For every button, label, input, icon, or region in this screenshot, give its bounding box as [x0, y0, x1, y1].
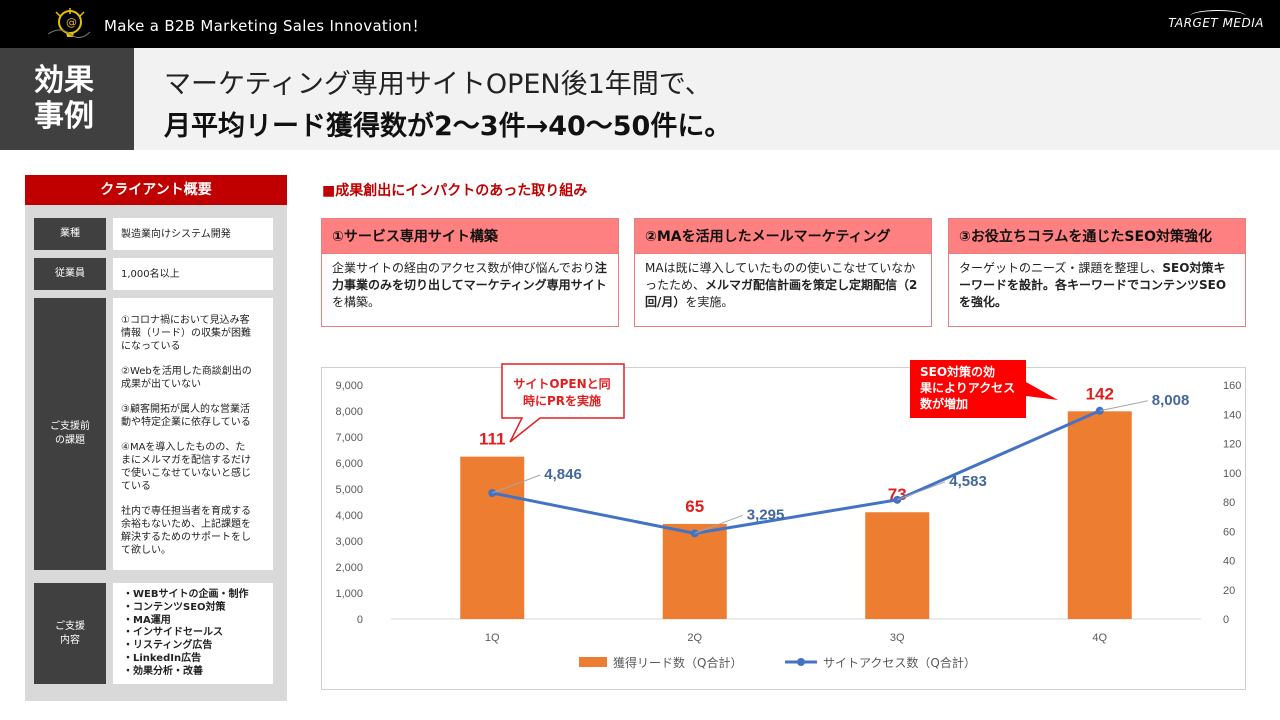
svg-text:@: @ [66, 16, 77, 29]
lightbulb-logo-icon: @ [47, 8, 91, 38]
initiatives-section-title: ■成果創出にインパクトのあった取り組み [322, 183, 588, 199]
left-axis-tick-label: 4,000 [335, 510, 363, 522]
employees-value: 1,000名以上 [113, 258, 273, 290]
category-tick-label: 1Q [485, 632, 500, 644]
right-axis-tick-label: 120 [1223, 439, 1241, 451]
access-label-leader [897, 481, 946, 501]
category-tick-label: 2Q [687, 632, 702, 644]
tagline: Make a B2B Marketing Sales Innovation！ [104, 17, 428, 35]
callout-left-shape [501, 363, 625, 443]
legend-label-leads: 獲得リード数（Q合計） [613, 655, 742, 670]
issues-label: ご支援前 の課題 [34, 298, 106, 570]
right-axis-tick-label: 160 [1223, 380, 1241, 392]
brand-logo: TARGET MEDIA [1168, 10, 1264, 30]
employees-label: 従業員 [34, 258, 106, 290]
right-axis-tick-label: 20 [1223, 585, 1235, 597]
left-axis-tick-label: 8,000 [335, 406, 363, 418]
headline-line1: マーケティング専用サイトOPEN後1年間で、 [164, 69, 712, 100]
left-axis-tick-label: 2,000 [335, 562, 363, 574]
access-label-leader [694, 514, 743, 534]
issue-item: ④MAを導入したものの、た まにメルマガを配信するだけ で使いこなせていないと感… [121, 442, 251, 492]
category-tick-label: 4Q [1092, 632, 1107, 644]
right-axis-tick-label: 140 [1223, 409, 1241, 421]
top-bar: @ Make a B2B Marketing Sales Innovation！… [0, 0, 1280, 48]
bar-data-label: 111 [479, 430, 506, 449]
issue-item: ③顧客開拓が属人的な営業活 動や特定企業に依存している [121, 404, 251, 428]
bar-mark [460, 456, 525, 619]
right-axis-tick-label: 0 [1223, 614, 1229, 626]
access-data-label: 4,583 [949, 473, 987, 490]
issue-item: 社内で専任担当者を育成する 余裕もないため、上記課題を 解決するためのサポートを… [121, 506, 251, 556]
client-panel-title: クライアント概要 [25, 175, 287, 205]
support-list: ・WEBサイトの企画・制作 ・コンテンツSEO対策 ・MA運用 ・インサイドセー… [113, 583, 273, 684]
legend-swatch-leads [579, 657, 607, 667]
left-axis-tick-label: 3,000 [335, 536, 363, 548]
access-label-leader [492, 474, 541, 494]
right-axis-tick-label: 40 [1223, 556, 1235, 568]
bar-data-label: 65 [685, 497, 704, 516]
initiative-3-body: ターゲットのニーズ・課題を整理し、SEO対策キーワードを設計。各キーワードでコン… [948, 254, 1246, 327]
issue-item: ②Webを活用した商談創出の 成果が出ていない [121, 366, 252, 390]
initiative-3-title: ③お役立ちコラムを通じたSEO対策強化 [948, 218, 1246, 254]
legend-swatch-access-dot [797, 658, 805, 666]
callout-left: サイトOPENと同 時にPRを実施 [513, 377, 611, 408]
bar-data-label: 142 [1086, 384, 1114, 403]
right-axis-tick-label: 60 [1223, 526, 1235, 538]
initiative-1-body: 企業サイトの経由のアクセス数が伸び悩んでおり注力事業のみを切り出してマーケティン… [321, 254, 619, 327]
left-axis-tick-label: 9,000 [335, 380, 363, 392]
industry-value: 製造業向けシステム開発 [113, 218, 273, 250]
leads-and-access-chart: 0 1,000 2,000 3,000 4,000 5,000 6,000 7,000 8,00… [335, 380, 1241, 670]
issue-item: ①コロナ禍において見込み客 情報（リード）の収集が困難 になっている [121, 315, 251, 352]
case-study-badge: 効果 事例 [0, 48, 134, 150]
callout-right-shape [910, 360, 1058, 418]
support-label: ご支援 内容 [34, 583, 106, 684]
brand-arc-icon [1190, 10, 1247, 22]
left-axis-tick-label: 6,000 [335, 458, 363, 470]
bar-mark [662, 523, 727, 619]
issues-list: ①コロナ禍において見込み客 情報（リード）の収集が困難 になっている ②Webを… [113, 298, 273, 570]
left-axis-tick-label: 1,000 [335, 588, 363, 600]
legend-label-access: サイトアクセス数（Q合計） [823, 655, 976, 670]
industry-label: 業種 [34, 218, 106, 250]
right-axis-tick-label: 80 [1223, 497, 1235, 509]
access-data-label: 3,295 [747, 506, 785, 523]
access-point [690, 529, 699, 538]
left-axis-tick-label: 5,000 [335, 484, 363, 496]
headline-line2: 月平均リード獲得数が2～3件→40～50件に。 [164, 111, 732, 142]
left-axis-tick-label: 7,000 [335, 432, 363, 444]
initiative-1-title: ①サービス専用サイト構築 [321, 218, 619, 254]
initiative-2-body: MAは既に導入していたものの使いこなせていなかったため、メルマガ配信計画を策定し… [634, 254, 932, 327]
bar-mark [865, 512, 930, 619]
bar-mark [1067, 411, 1132, 619]
access-line [491, 409, 1101, 535]
access-data-label: 4,846 [544, 466, 582, 483]
category-tick-label: 3Q [890, 632, 905, 644]
access-label-leader [1099, 400, 1148, 412]
callout-right: SEO対策の効 果によりアクセス 数が増加 [920, 365, 1016, 411]
left-axis-tick-label: 0 [357, 614, 363, 626]
right-axis-tick-label: 100 [1223, 468, 1241, 480]
initiative-2-title: ②MAを活用したメールマーケティング [634, 218, 932, 254]
access-data-label: 8,008 [1152, 392, 1190, 409]
header-band [0, 48, 1280, 150]
